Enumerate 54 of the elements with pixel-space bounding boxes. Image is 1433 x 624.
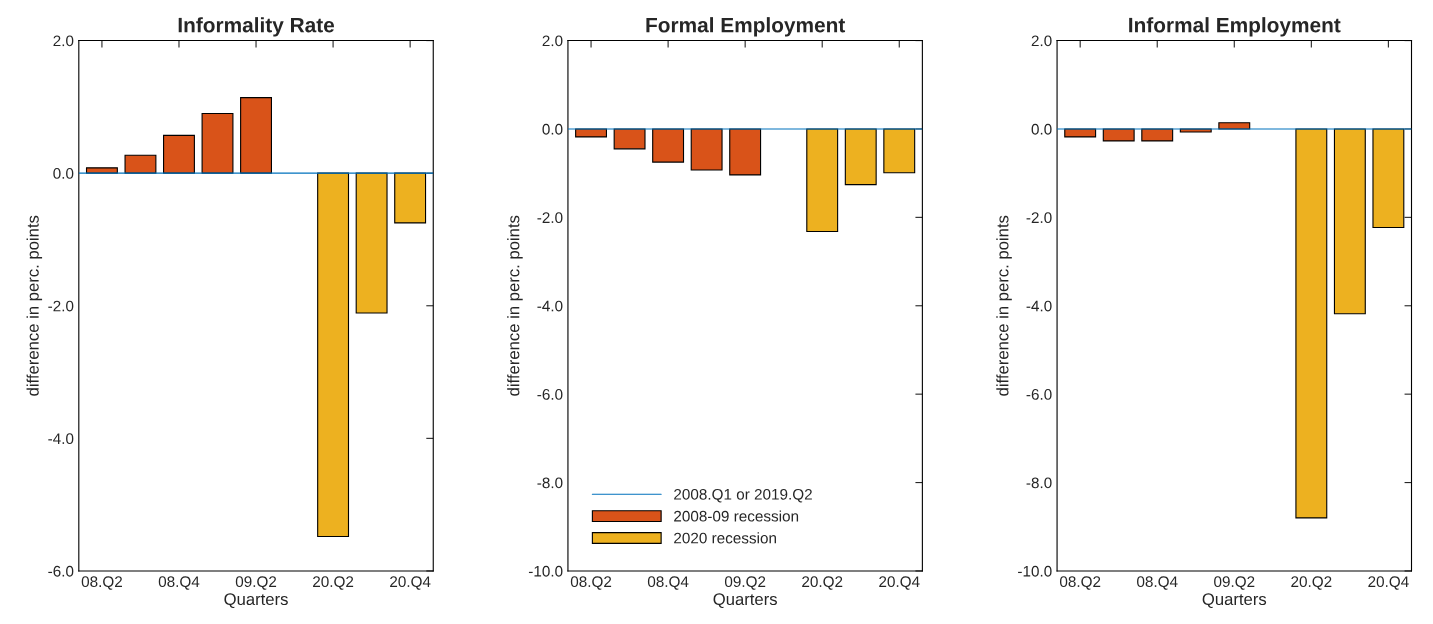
y-tick-label: -8.0 xyxy=(1026,477,1052,489)
bar xyxy=(394,172,427,224)
x-axis-title: Quarters xyxy=(1202,593,1267,609)
x-tick-label: 20.Q2 xyxy=(313,576,354,590)
x-tick-label: 20.Q2 xyxy=(1291,576,1332,590)
legend-label: 2020 recession xyxy=(674,532,776,544)
bar xyxy=(317,172,350,538)
chart-title: Informal Employment xyxy=(1129,17,1341,37)
bar xyxy=(124,154,157,174)
y-tick-label: -2.0 xyxy=(48,300,74,312)
y-tick-label: -2.0 xyxy=(1026,212,1052,224)
x-tick-label: 08.Q4 xyxy=(647,576,689,590)
y-tick-label: -8.0 xyxy=(537,477,563,489)
y-tick-label: -6.0 xyxy=(48,565,74,577)
legend-label: 2008.Q1 or 2019.Q2 xyxy=(674,488,812,503)
y-tick-label: 2.0 xyxy=(53,35,74,47)
y-tick-label: -4.0 xyxy=(1026,300,1052,312)
x-tick-label: 20.Q4 xyxy=(390,576,431,590)
x-axis-title: Quarters xyxy=(713,593,777,609)
bar xyxy=(163,134,195,174)
x-tick-label: 08.Q2 xyxy=(81,576,122,590)
x-tick-label: 09.Q2 xyxy=(724,576,766,590)
x-tick-label: 08.Q4 xyxy=(1137,576,1178,590)
y-axis-title: difference in perc. points xyxy=(507,215,523,396)
y-tick-label: -6.0 xyxy=(537,389,563,400)
bar xyxy=(85,167,118,174)
x-tick-label: 20.Q4 xyxy=(879,576,920,590)
y-tick-label: -6.0 xyxy=(1026,389,1052,400)
x-tick-label: 09.Q2 xyxy=(235,576,277,590)
y-tick-label: 0.0 xyxy=(1031,123,1052,135)
x-axis-title: Quarters xyxy=(224,593,288,609)
x-tick-label: 08.Q4 xyxy=(158,576,200,590)
y-axis-title: difference in perc. points xyxy=(996,215,1012,396)
y-tick-label: -4.0 xyxy=(48,433,74,445)
x-tick-label: 09.Q2 xyxy=(1214,576,1255,590)
bar xyxy=(240,97,272,174)
x-tick-label: 20.Q2 xyxy=(802,576,843,590)
legend-label: 2008-09 recession xyxy=(674,510,799,522)
chart-title: Formal Employment xyxy=(646,17,846,37)
chart-title: Informality Rate xyxy=(178,17,335,37)
x-tick-label: 20.Q4 xyxy=(1368,576,1409,590)
y-axis-title: difference in perc. points xyxy=(26,215,43,396)
bar xyxy=(201,112,234,174)
y-tick-label: 0.0 xyxy=(542,123,563,135)
x-tick-label: 08.Q2 xyxy=(570,576,612,590)
x-tick-label: 08.Q2 xyxy=(1059,576,1101,590)
bar xyxy=(355,172,388,314)
y-tick-label: -4.0 xyxy=(537,300,563,312)
y-tick-label: 0.0 xyxy=(53,168,74,179)
y-tick-label: -2.0 xyxy=(537,212,563,224)
y-tick-label: -10.0 xyxy=(528,565,563,577)
y-tick-label: 2.0 xyxy=(1031,35,1052,47)
y-tick-label: -10.0 xyxy=(1018,565,1052,577)
y-tick-label: 2.0 xyxy=(542,35,563,47)
